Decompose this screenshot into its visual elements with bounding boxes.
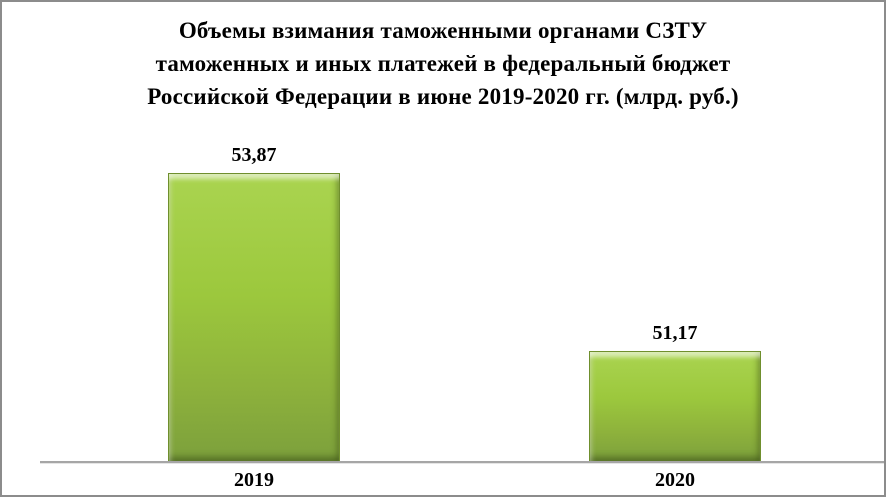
- chart-title-line-1: Объемы взимания таможенными органами СЗТ…: [178, 18, 708, 43]
- bar-2020: [589, 351, 761, 462]
- chart-title: Объемы взимания таможенными органами СЗТ…: [0, 14, 886, 113]
- chart-title-line-2: таможенных и иных платежей в федеральный…: [155, 51, 731, 76]
- bar-group-2019: 53,87: [168, 144, 340, 462]
- x-axis-label-2019: 2019: [234, 469, 274, 491]
- chart-title-line-3: Российской Федерации в июне 2019-2020 гг…: [147, 84, 739, 109]
- bar-group-2020: 51,17: [589, 322, 761, 462]
- bar-2019: [168, 173, 340, 462]
- x-axis-label-2020: 2020: [655, 469, 695, 491]
- bar-value-label-2019: 53,87: [231, 144, 277, 166]
- bar-value-label-2020: 51,17: [652, 322, 698, 344]
- x-axis-line: [40, 461, 884, 463]
